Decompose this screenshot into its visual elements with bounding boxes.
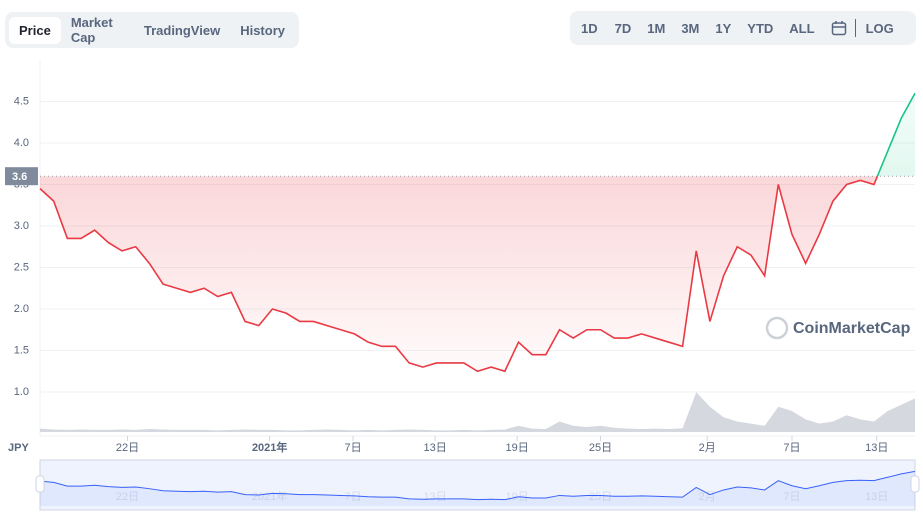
x-tick-label: 22日 xyxy=(116,442,139,454)
x-tick-label: 7日 xyxy=(783,442,800,454)
x-tick-label: 2月 xyxy=(699,442,716,454)
range-button[interactable]: YTD xyxy=(747,20,774,36)
price-line-down xyxy=(39,176,879,373)
watermark: CoinMarketCap xyxy=(765,316,911,340)
price-label: 3.6 xyxy=(12,171,27,183)
navigator-line xyxy=(39,470,916,501)
range-button[interactable]: 7D xyxy=(614,20,632,36)
y-tick-label: 2.5 xyxy=(14,261,29,273)
range-button[interactable]: 1M xyxy=(647,20,666,36)
log-button[interactable]: LOG xyxy=(865,20,894,36)
tab[interactable]: TradingView xyxy=(143,22,221,38)
calendar-icon[interactable] xyxy=(831,20,847,36)
tab[interactable]: Price xyxy=(9,16,61,44)
y-tick-label: 4.0 xyxy=(14,137,29,149)
y-tick-label: 3.0 xyxy=(14,220,29,232)
divider xyxy=(854,19,856,37)
x-tick-label: 7日 xyxy=(345,442,362,454)
currency-label: JPY xyxy=(8,442,29,454)
y-tick-label: 1.5 xyxy=(14,344,29,356)
tab[interactable]: History xyxy=(240,22,285,38)
navigator-handle[interactable] xyxy=(910,475,920,493)
x-tick-label: 2021年 xyxy=(252,440,287,454)
range-button[interactable]: 3M xyxy=(681,20,700,36)
y-tick-label: 2.0 xyxy=(14,303,29,315)
y-tick-label: 4.5 xyxy=(14,95,29,107)
navigator-handle[interactable] xyxy=(35,475,45,493)
range-button[interactable]: 1Y xyxy=(715,20,732,36)
tab[interactable]: Market Cap xyxy=(70,15,113,45)
x-tick-label: 13日 xyxy=(865,442,888,454)
range-button[interactable]: ALL xyxy=(789,20,815,36)
navigator-area xyxy=(40,471,915,506)
x-tick-label: 25日 xyxy=(589,442,612,454)
down-area xyxy=(40,176,915,372)
y-tick-label: 1.0 xyxy=(14,386,29,398)
navigator-window xyxy=(39,459,916,511)
volume-area xyxy=(40,392,915,432)
x-tick-label: 13日 xyxy=(423,442,446,454)
x-tick-label: 19日 xyxy=(506,442,529,454)
range-bar: 1D 7D 1M 3M 1Y YTD ALL LOG xyxy=(570,11,916,45)
watermark-text: CoinMarketCap xyxy=(793,320,911,337)
price-label-box xyxy=(5,167,38,186)
range-button[interactable]: 1D xyxy=(581,20,598,36)
tab-bar: Price Market Cap TradingView History xyxy=(5,12,299,48)
